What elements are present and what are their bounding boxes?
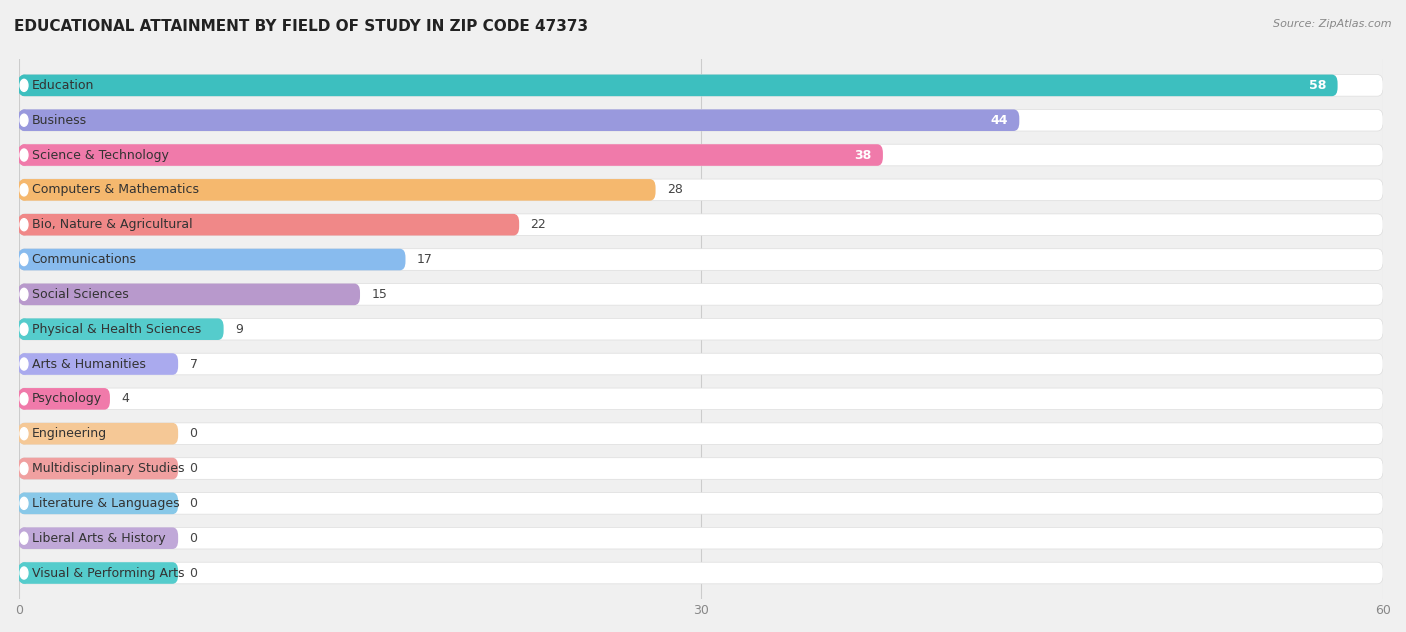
Text: 22: 22: [530, 218, 547, 231]
FancyBboxPatch shape: [20, 492, 1384, 514]
Text: Source: ZipAtlas.com: Source: ZipAtlas.com: [1274, 19, 1392, 29]
Text: 15: 15: [371, 288, 387, 301]
Circle shape: [20, 567, 28, 579]
Text: 0: 0: [190, 566, 197, 580]
FancyBboxPatch shape: [20, 249, 405, 270]
Text: Education: Education: [31, 79, 94, 92]
FancyBboxPatch shape: [20, 249, 1384, 270]
Circle shape: [20, 149, 28, 161]
Circle shape: [20, 80, 28, 92]
Circle shape: [20, 358, 28, 370]
Text: Engineering: Engineering: [31, 427, 107, 440]
FancyBboxPatch shape: [20, 388, 110, 410]
Text: 0: 0: [190, 427, 197, 440]
Text: Communications: Communications: [31, 253, 136, 266]
Circle shape: [17, 389, 31, 409]
Text: Liberal Arts & History: Liberal Arts & History: [31, 532, 165, 545]
FancyBboxPatch shape: [20, 75, 1384, 96]
Circle shape: [20, 497, 28, 509]
Text: Bio, Nature & Agricultural: Bio, Nature & Agricultural: [31, 218, 193, 231]
Circle shape: [20, 463, 28, 475]
Circle shape: [20, 288, 28, 300]
Text: Computers & Mathematics: Computers & Mathematics: [31, 183, 198, 197]
Circle shape: [20, 323, 28, 335]
FancyBboxPatch shape: [20, 179, 1384, 200]
Text: 38: 38: [855, 149, 872, 162]
FancyBboxPatch shape: [20, 388, 1384, 410]
Text: Science & Technology: Science & Technology: [31, 149, 169, 162]
Text: Visual & Performing Arts: Visual & Performing Arts: [31, 566, 184, 580]
FancyBboxPatch shape: [20, 353, 179, 375]
FancyBboxPatch shape: [20, 423, 1384, 444]
Circle shape: [20, 532, 28, 544]
Text: Psychology: Psychology: [31, 392, 101, 405]
FancyBboxPatch shape: [20, 75, 1337, 96]
Circle shape: [20, 184, 28, 196]
Circle shape: [20, 428, 28, 440]
FancyBboxPatch shape: [20, 109, 1384, 131]
Text: 9: 9: [235, 323, 243, 336]
Text: 0: 0: [190, 462, 197, 475]
Text: 4: 4: [121, 392, 129, 405]
Text: EDUCATIONAL ATTAINMENT BY FIELD OF STUDY IN ZIP CODE 47373: EDUCATIONAL ATTAINMENT BY FIELD OF STUDY…: [14, 19, 588, 34]
FancyBboxPatch shape: [20, 214, 519, 236]
Circle shape: [17, 110, 31, 130]
FancyBboxPatch shape: [20, 458, 179, 479]
Circle shape: [17, 75, 31, 95]
Circle shape: [20, 114, 28, 126]
FancyBboxPatch shape: [20, 109, 1019, 131]
Circle shape: [17, 459, 31, 478]
Text: Business: Business: [31, 114, 87, 126]
Text: 17: 17: [416, 253, 433, 266]
Circle shape: [17, 319, 31, 339]
Circle shape: [17, 563, 31, 583]
FancyBboxPatch shape: [20, 144, 1384, 166]
FancyBboxPatch shape: [20, 527, 179, 549]
Circle shape: [17, 215, 31, 234]
Circle shape: [20, 219, 28, 231]
FancyBboxPatch shape: [20, 458, 1384, 479]
Circle shape: [17, 284, 31, 304]
FancyBboxPatch shape: [20, 284, 1384, 305]
FancyBboxPatch shape: [20, 492, 179, 514]
Circle shape: [20, 393, 28, 405]
FancyBboxPatch shape: [20, 562, 1384, 584]
FancyBboxPatch shape: [20, 562, 179, 584]
Circle shape: [20, 253, 28, 265]
Circle shape: [17, 528, 31, 548]
FancyBboxPatch shape: [20, 284, 360, 305]
Circle shape: [17, 423, 31, 444]
FancyBboxPatch shape: [20, 319, 224, 340]
Text: Physical & Health Sciences: Physical & Health Sciences: [31, 323, 201, 336]
Text: 7: 7: [190, 358, 197, 370]
Text: Multidisciplinary Studies: Multidisciplinary Studies: [31, 462, 184, 475]
FancyBboxPatch shape: [20, 319, 1384, 340]
Text: Social Sciences: Social Sciences: [31, 288, 128, 301]
FancyBboxPatch shape: [20, 179, 655, 200]
FancyBboxPatch shape: [20, 144, 883, 166]
Circle shape: [17, 145, 31, 165]
Circle shape: [17, 180, 31, 200]
Text: 58: 58: [1309, 79, 1326, 92]
FancyBboxPatch shape: [20, 423, 179, 444]
Circle shape: [17, 494, 31, 513]
Text: 44: 44: [990, 114, 1008, 126]
FancyBboxPatch shape: [20, 214, 1384, 236]
FancyBboxPatch shape: [20, 353, 1384, 375]
Text: 28: 28: [666, 183, 683, 197]
Text: Literature & Languages: Literature & Languages: [31, 497, 179, 510]
Circle shape: [17, 354, 31, 374]
FancyBboxPatch shape: [20, 527, 1384, 549]
Text: 0: 0: [190, 497, 197, 510]
Text: 0: 0: [190, 532, 197, 545]
Circle shape: [17, 250, 31, 269]
Text: Arts & Humanities: Arts & Humanities: [31, 358, 145, 370]
